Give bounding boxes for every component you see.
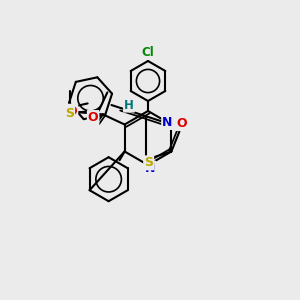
Text: N: N [162, 116, 172, 129]
Text: S: S [65, 107, 74, 120]
Text: S: S [144, 156, 153, 169]
Text: O: O [176, 117, 187, 130]
Text: N: N [145, 161, 155, 175]
Text: Cl: Cl [142, 46, 154, 59]
Text: O: O [67, 105, 77, 118]
Text: O: O [88, 111, 98, 124]
Text: H: H [124, 99, 134, 112]
